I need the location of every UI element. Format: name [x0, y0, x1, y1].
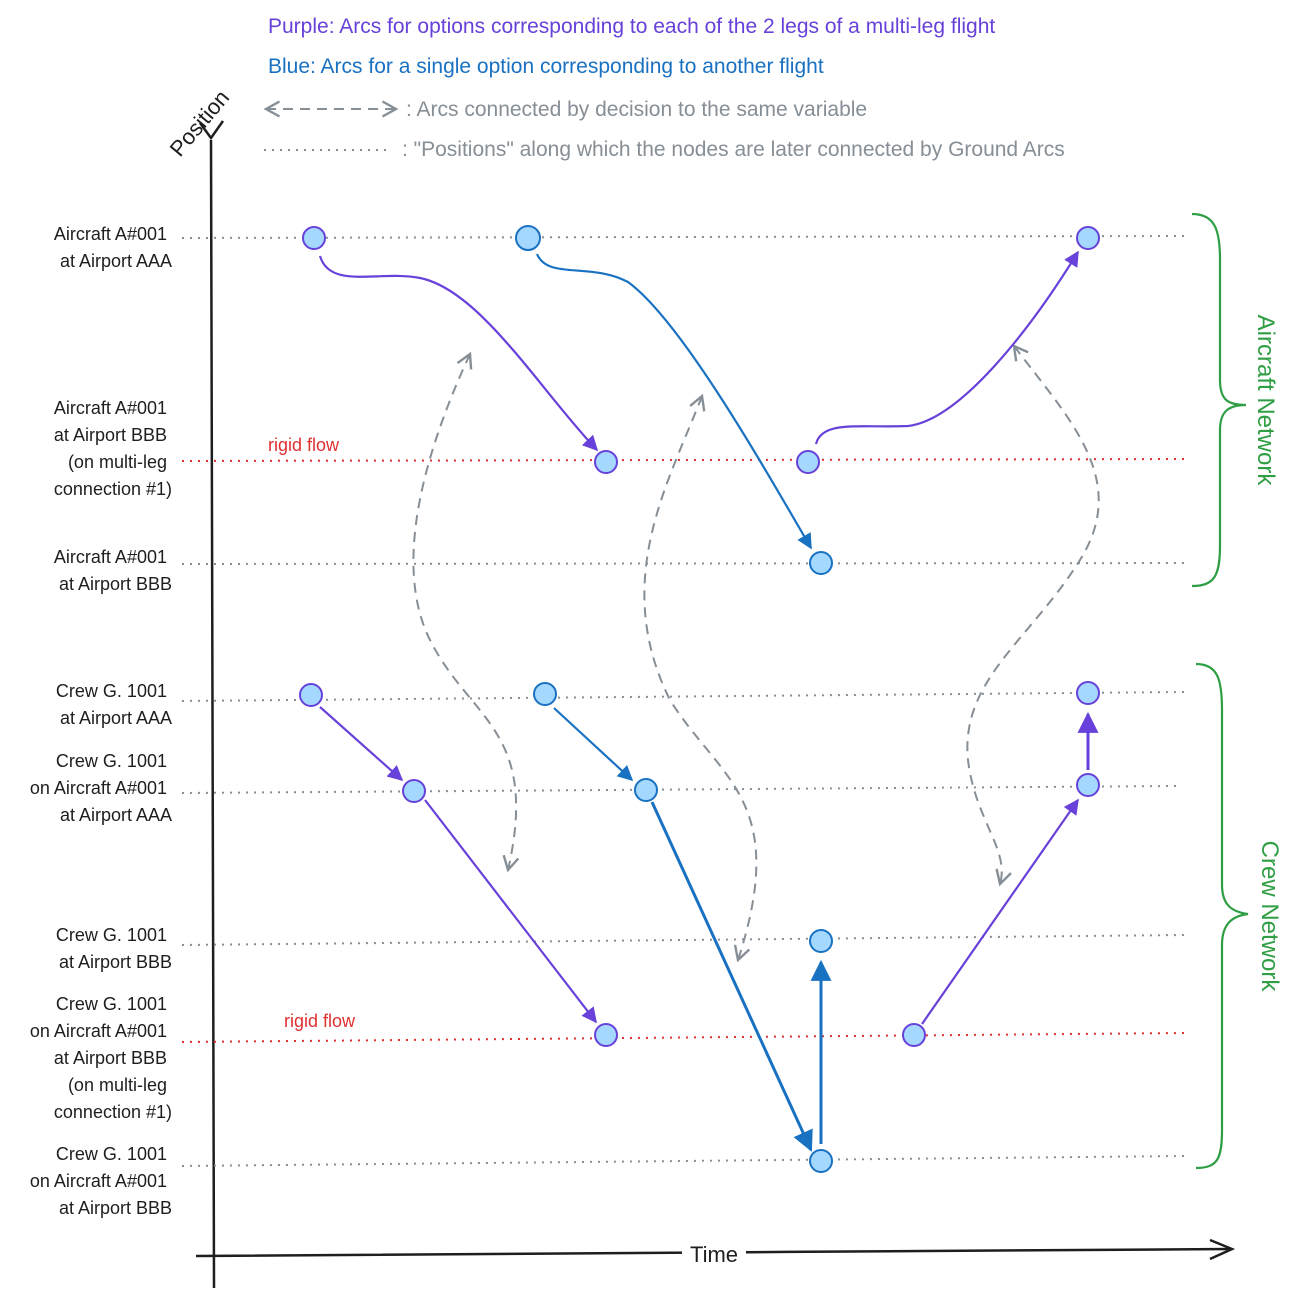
- node-ac-aaa-purple-dep: [302, 226, 326, 250]
- position-line-ac-bbb: [181, 562, 1185, 565]
- row-label-crew-bbb: Crew G. 1001 at Airport BBB: [56, 925, 172, 972]
- row-label-crew-aaa: Crew G. 1001 at Airport AAA: [56, 681, 172, 728]
- position-line-ac-aaa: [181, 235, 1185, 239]
- purple-arcs: [318, 250, 1099, 1025]
- row-label-ac-aaa: Aircraft A#001 at Airport AAA: [54, 224, 172, 271]
- node-crew-aaa-purple: [299, 683, 323, 707]
- node-crew-bbb-blue: [809, 929, 833, 953]
- decision-arcs: [412, 344, 1100, 963]
- position-line-crew-on-ac-bbb: [181, 1155, 1185, 1167]
- crew-network-label: Crew Network: [1256, 841, 1283, 993]
- decision-arc-3: [966, 344, 1100, 887]
- aircraft-network-brace: [1191, 212, 1247, 588]
- node-crew-on-ac-aaa-blue: [634, 778, 658, 802]
- position-line-crew-on-ac-aaa: [181, 785, 1177, 794]
- row-label-crew-on-ac-aaa: Crew G. 1001 on Aircraft A#001 at Airpor…: [30, 751, 172, 825]
- node-ac-bbb-blue-arr: [809, 551, 833, 575]
- node-ac-aaa-blue-dep: [515, 225, 541, 251]
- legend-blue-text: Blue: Arcs for a single option correspon…: [268, 55, 824, 78]
- node-crew-on-ac-aaa-purple-arr: [1076, 773, 1100, 797]
- node-ac-aaa-purple-arr: [1076, 226, 1100, 250]
- purple-arc-ac-leg2: [814, 250, 1079, 445]
- purple-arc-ac-leg1: [318, 255, 599, 452]
- blue-arc-ac-flight: [535, 253, 812, 550]
- blue-arc-crew-board: [553, 707, 634, 782]
- row-label-crew-on-ac-bbb-multileg: Crew G. 1001 on Aircraft A#001 at Airpor…: [30, 994, 172, 1122]
- crew-network-brace: [1195, 662, 1249, 1170]
- decision-arc-2: [643, 393, 758, 963]
- node-ac-bbb-ml-arr: [594, 450, 618, 474]
- row-label-ac-bbb: Aircraft A#001 at Airport BBB: [54, 547, 172, 594]
- network-braces: [1191, 212, 1249, 1170]
- aircraft-network-label: Aircraft Network: [1252, 315, 1279, 487]
- row-label-ac-bbb-multileg: Aircraft A#001 at Airport BBB (on multi-…: [54, 398, 172, 499]
- legend-positions-text: : "Positions" along which the nodes are …: [402, 138, 1065, 161]
- nodes: [299, 225, 1100, 1173]
- purple-arc-crew-leg1: [424, 799, 597, 1024]
- node-crew-aaa-purple-arr: [1076, 681, 1100, 705]
- blue-arcs: [535, 253, 832, 1152]
- purple-arc-crew-leg2: [921, 798, 1079, 1025]
- y-axis-line: [209, 139, 216, 1289]
- legend-purple-text: Purple: Arcs for options corresponding t…: [268, 15, 995, 38]
- position-lines: [181, 235, 1185, 1167]
- x-axis-arrowhead-icon: [1209, 1238, 1236, 1261]
- decision-arc-1: [412, 351, 520, 873]
- purple-arc-crew-board: [319, 706, 404, 782]
- node-crew-aaa-blue: [533, 682, 557, 706]
- node-crew-on-ac-aaa-purple: [402, 779, 426, 803]
- node-crew-on-ac-bbb-ml-dep: [902, 1023, 926, 1047]
- legend-decision-text: : Arcs connected by decision to the same…: [406, 98, 867, 121]
- y-axis-label: Position: [165, 85, 234, 161]
- blue-arc-crew-flight: [650, 801, 813, 1152]
- node-crew-on-ac-bbb-ml-arr: [594, 1023, 618, 1047]
- legend: Purple: Arcs for options corresponding t…: [263, 15, 1065, 161]
- position-line-crew-aaa: [181, 691, 1185, 702]
- node-crew-on-ac-bbb-blue: [809, 1149, 833, 1173]
- rigid-flow-label-aircraft: rigid flow: [268, 435, 340, 455]
- row-label-crew-on-ac-bbb: Crew G. 1001 on Aircraft A#001 at Airpor…: [30, 1144, 172, 1218]
- node-ac-bbb-ml-dep: [796, 450, 820, 474]
- position-line-crew-on-ac-bbb-multileg: [181, 1032, 1185, 1043]
- x-axis-label: Time: [690, 1242, 738, 1267]
- position-line-crew-bbb: [181, 934, 1185, 946]
- position-line-ac-bbb-multileg: [181, 458, 1185, 462]
- x-axis-label-bg: [682, 1240, 746, 1268]
- rigid-flow-label-crew: rigid flow: [284, 1011, 356, 1031]
- axes: Position Time: [165, 85, 1236, 1289]
- row-labels: Aircraft A#001 at Airport AAA Aircraft A…: [30, 224, 172, 1218]
- y-axis-arrowhead-icon: [198, 120, 225, 141]
